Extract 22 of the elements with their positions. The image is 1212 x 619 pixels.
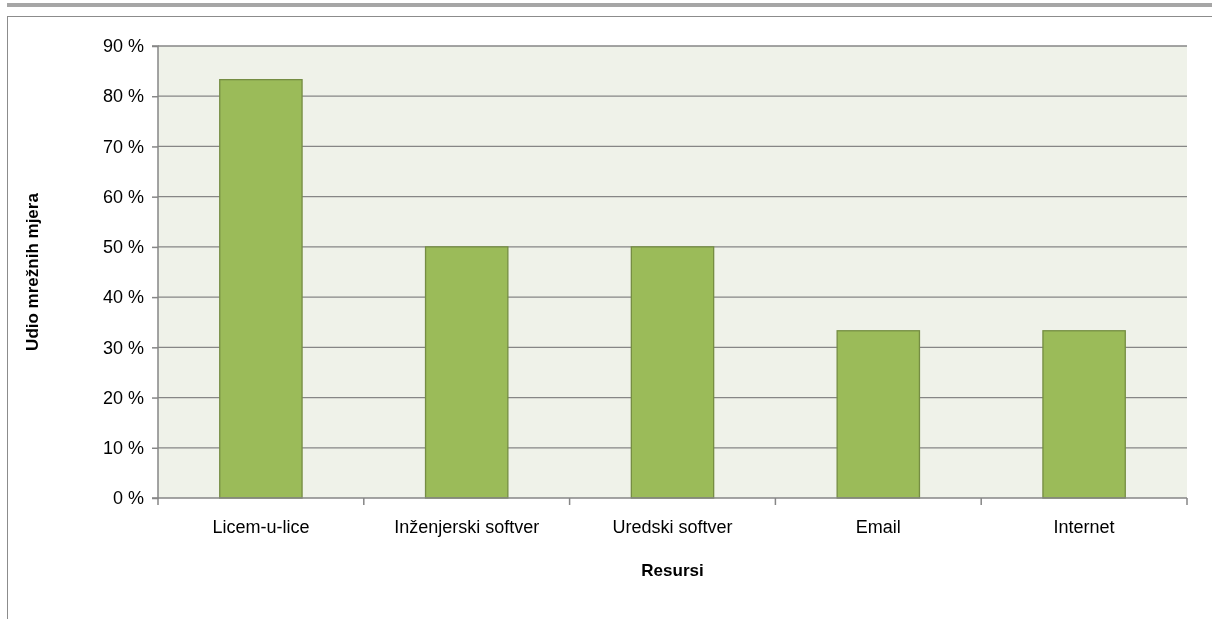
x-tick-label: Inženjerski softver xyxy=(394,516,540,537)
y-tick-label: 80 % xyxy=(102,86,144,107)
y-tick-label: 90 % xyxy=(102,36,144,57)
y-tick-label: 20 % xyxy=(102,387,144,408)
y-tick-label: 60 % xyxy=(102,186,144,207)
y-tick-label: 0 % xyxy=(112,488,144,509)
bar xyxy=(219,79,303,499)
x-tick-label: Licem-u-lice xyxy=(212,516,310,537)
x-tick-label: Internet xyxy=(1053,516,1115,537)
y-tick-label: 10 % xyxy=(102,438,144,459)
y-tick-label: 40 % xyxy=(102,287,144,308)
y-tick-label: 50 % xyxy=(102,237,144,258)
y-tick-label: 30 % xyxy=(102,337,144,358)
y-tick-label: 70 % xyxy=(102,136,144,157)
y-axis-title: Udio mrežnih mjera xyxy=(23,192,42,351)
x-tick-label: Uredski softver xyxy=(612,516,733,537)
bar xyxy=(1042,330,1126,499)
bar xyxy=(836,330,921,499)
x-axis-title: Resursi xyxy=(641,561,704,580)
bar xyxy=(424,246,509,499)
x-tick-label: Email xyxy=(855,516,901,537)
bar xyxy=(630,246,715,499)
